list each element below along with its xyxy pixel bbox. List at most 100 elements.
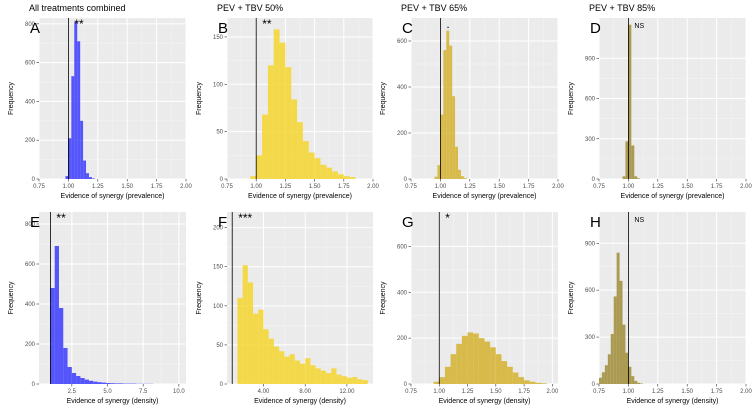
x-tick-label: 1.25 <box>652 184 664 190</box>
histogram-bar <box>637 382 641 384</box>
histogram-bar <box>253 313 259 384</box>
panel-e: 0 200 400 600 800 2.5 5.0 7.5 10.0 Evidence of sy… <box>8 211 186 405</box>
panel-letter: G <box>402 214 414 231</box>
histogram-bar <box>490 347 496 384</box>
histogram-bar <box>637 178 641 179</box>
histogram-bar <box>518 377 525 384</box>
y-axis-label: Frequency <box>196 281 203 315</box>
y-tick-label: 150 <box>213 265 224 271</box>
panel-letter: B <box>218 20 228 37</box>
significance-label: NS <box>634 23 644 30</box>
histogram-bar <box>77 41 81 180</box>
x-tick-label: 2.5 <box>68 389 77 395</box>
x-tick-label: 12.00 <box>339 389 355 395</box>
x-axis-label: Evidence of synergy (prevalence) <box>433 193 537 200</box>
histogram-bar <box>460 176 464 179</box>
histogram-bar <box>80 120 84 179</box>
histogram-bar <box>71 373 77 384</box>
y-tick-label: 50 <box>216 130 223 136</box>
histogram-bar <box>610 333 614 384</box>
histogram-bar <box>625 352 629 384</box>
y-axis-label: Frequency <box>568 81 575 115</box>
histogram-bar <box>622 324 626 384</box>
x-tick-label: 10.0 <box>173 389 185 395</box>
y-tick-label: 0 <box>220 177 224 183</box>
histogram-bar <box>433 381 440 384</box>
y-tick-label: 400 <box>25 99 36 105</box>
y-axis-label: Frequency <box>8 281 15 315</box>
histogram-bar <box>84 379 89 384</box>
histogram-bar <box>473 333 479 384</box>
x-tick-label: 1.75 <box>711 389 723 395</box>
significance-label: ** <box>74 17 84 31</box>
histogram-bar <box>315 368 321 384</box>
x-tick-label: 2.00 <box>552 184 564 190</box>
histogram-bar <box>320 164 327 179</box>
histogram-bar <box>619 280 623 384</box>
x-tick-label: 1.50 <box>121 184 133 190</box>
x-tick-label: 2.00 <box>367 184 379 190</box>
x-tick-label: 1.25 <box>92 184 104 190</box>
panel-letter: D <box>590 20 601 37</box>
histogram-bar <box>332 171 338 179</box>
histogram-bar <box>326 167 333 179</box>
x-tick-label: 0.75 <box>593 184 605 190</box>
y-tick-label: 800 <box>25 22 36 28</box>
histogram-bar <box>449 45 453 179</box>
y-tick-label: 600 <box>585 288 596 294</box>
histogram-bar <box>273 346 280 384</box>
x-tick-label: 1.75 <box>338 184 350 190</box>
x-tick-label: 1.00 <box>63 184 75 190</box>
histogram-bar <box>71 76 75 179</box>
histogram-bar <box>463 178 467 179</box>
x-tick-label: 1.50 <box>309 184 321 190</box>
y-tick-label: 900 <box>585 241 596 247</box>
histogram-bar <box>91 178 95 179</box>
histogram-bar <box>631 145 635 179</box>
x-axis-label: Evidence of synergy (prevalence) <box>248 193 352 200</box>
x-tick-label: 1.00 <box>433 389 445 395</box>
x-axis-label: Evidence of synergy (prevalence) <box>61 193 165 200</box>
histogram-bar <box>63 348 68 384</box>
histogram-bar <box>628 24 632 180</box>
histogram-bar <box>541 383 547 384</box>
histogram-bar <box>507 366 513 384</box>
y-tick-label: 200 <box>25 138 36 144</box>
panel-title: PEV + TBV 50% <box>217 3 283 13</box>
histogram-bar <box>88 177 92 179</box>
panel-d: 0 300 600 900 0.75 1.00 1.25 1.50 1.75 2.00 Eviden… <box>568 3 752 200</box>
y-tick-label: 200 <box>213 226 224 232</box>
panel-h: 0 300 600 900 0.75 1.00 1.25 1.50 1.75 2.00 Eviden… <box>568 212 752 405</box>
x-tick-label: 4.00 <box>258 389 270 395</box>
histogram-bar <box>599 377 602 384</box>
histogram-bar <box>362 380 368 384</box>
x-tick-label: 2.00 <box>180 184 192 190</box>
histogram-bar <box>352 376 358 384</box>
histogram-bar <box>320 370 327 384</box>
y-tick-label: 100 <box>213 82 224 88</box>
x-tick-label: 1.25 <box>462 389 474 395</box>
histogram-bar <box>478 338 485 384</box>
x-tick-label: 1.75 <box>151 184 163 190</box>
histogram-bar <box>622 176 626 179</box>
histogram-bar <box>326 373 332 384</box>
histogram-bar <box>88 380 94 384</box>
y-tick-label: 100 <box>213 304 224 310</box>
x-tick-label: 1.50 <box>681 184 693 190</box>
histogram-bar <box>607 354 611 384</box>
x-tick-label: 1.25 <box>652 389 664 395</box>
x-tick-label: 1.50 <box>490 389 502 395</box>
histogram-bar <box>263 329 269 384</box>
y-tick-label: 0 <box>404 177 408 183</box>
histogram-bar <box>279 42 286 179</box>
y-axis-label: Frequency <box>196 81 203 115</box>
histogram-bar <box>267 65 274 179</box>
histogram-bar <box>625 141 629 179</box>
x-tick-label: 8.00 <box>299 389 311 395</box>
panel-letter: F <box>218 214 227 231</box>
histogram-bar <box>83 160 87 179</box>
y-tick-label: 900 <box>585 56 596 62</box>
histogram-bar <box>273 29 280 180</box>
histogram-bar <box>337 174 344 179</box>
histogram-bar <box>349 177 356 179</box>
